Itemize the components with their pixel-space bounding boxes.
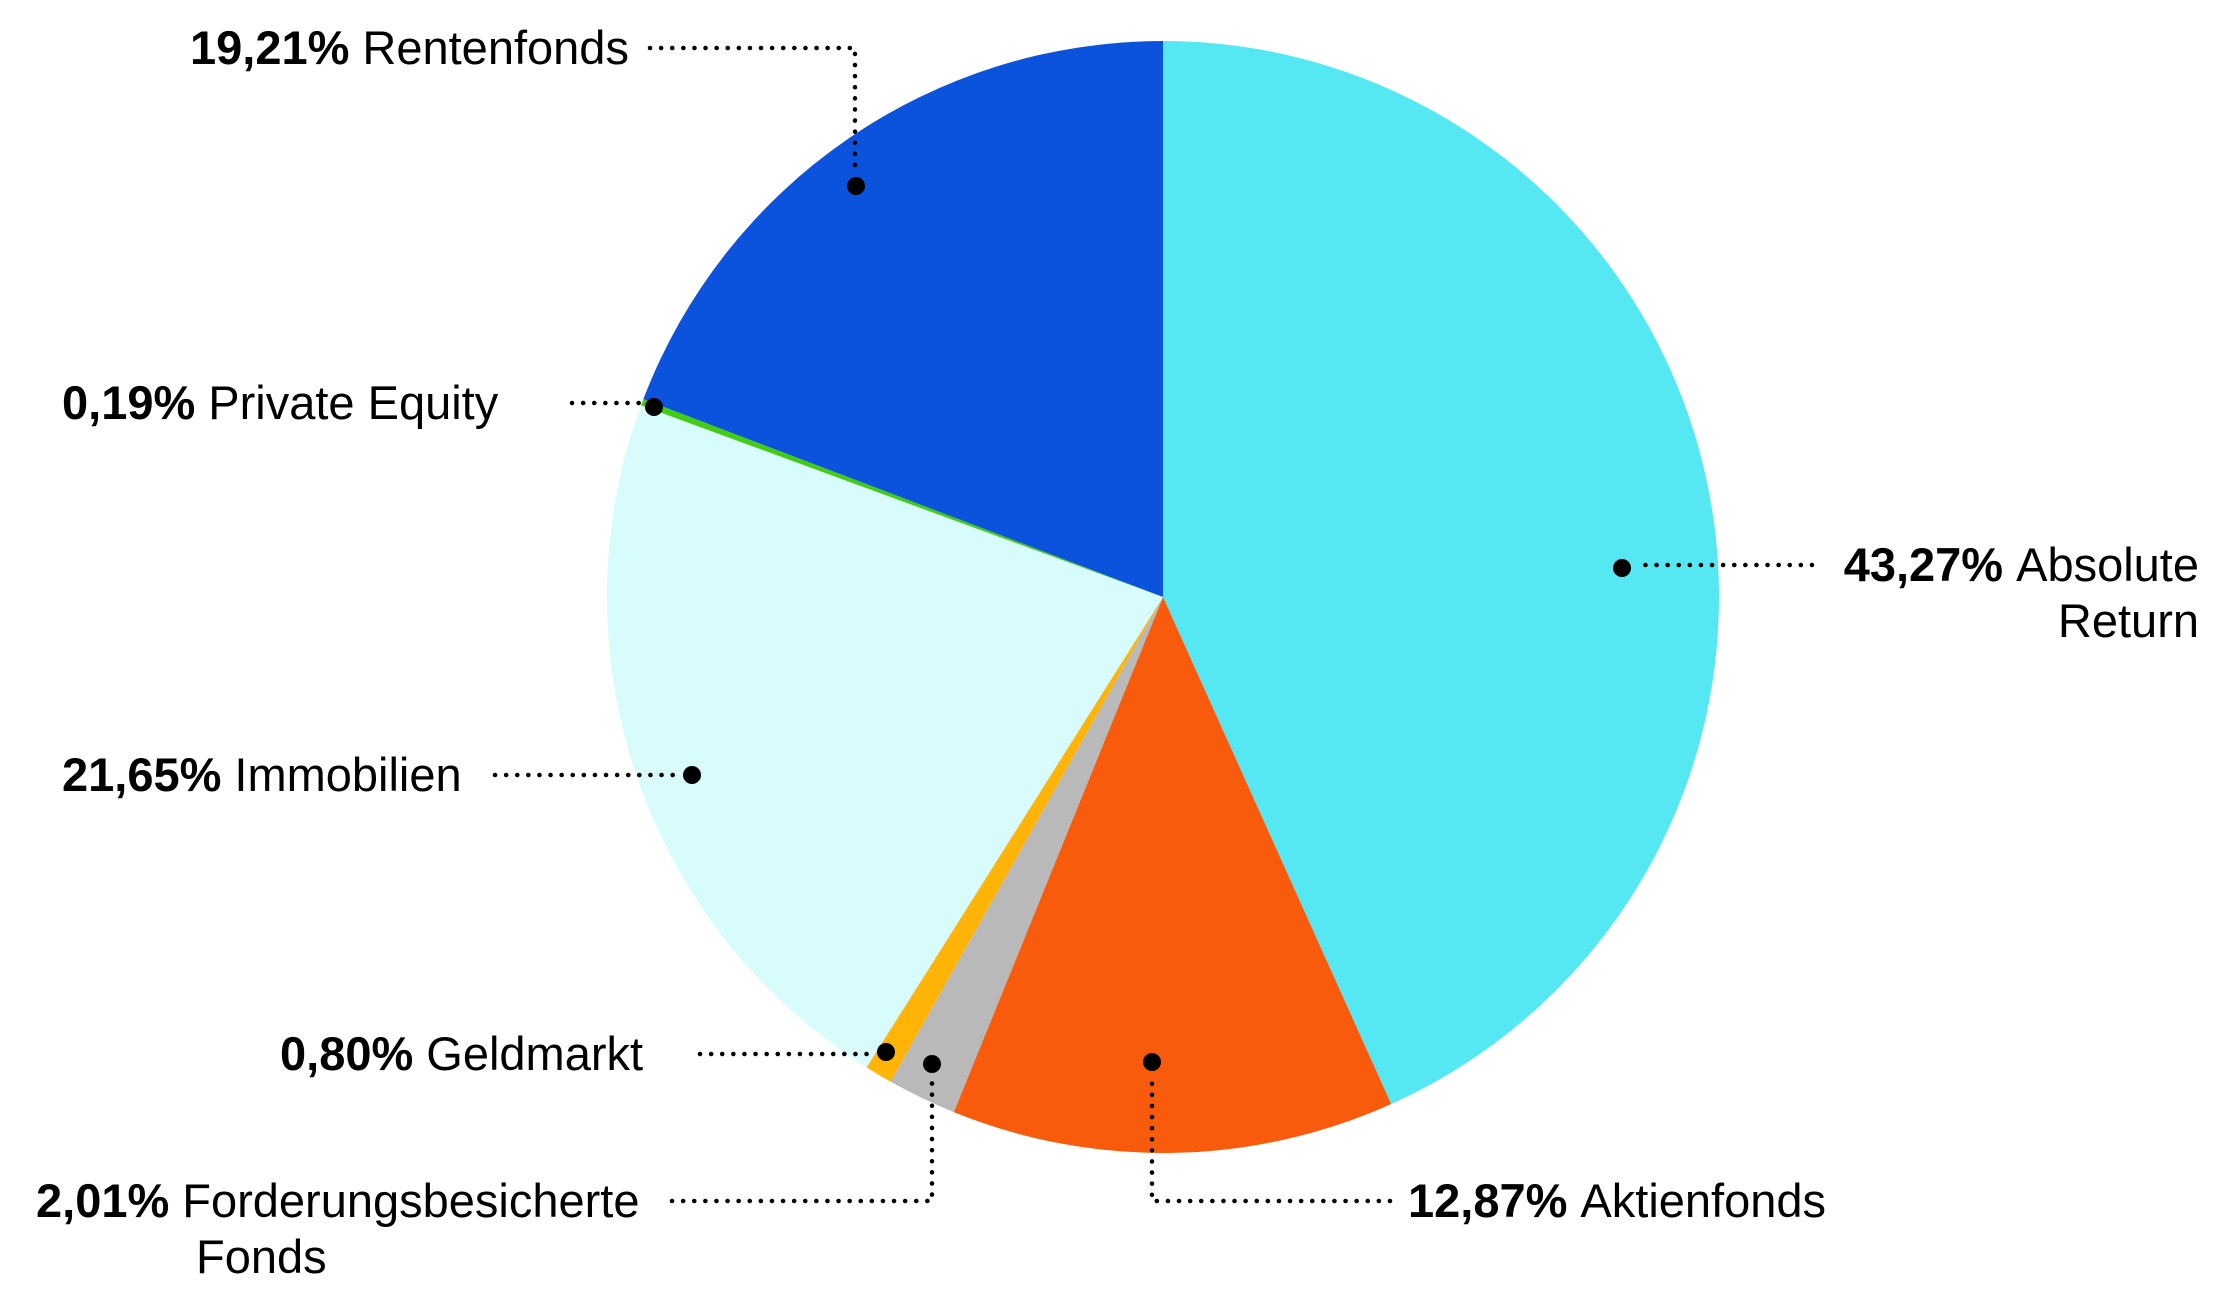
label-geldmarkt: 0,80% Geldmarkt: [280, 1026, 643, 1082]
pie-slice-immobilien: [606, 405, 1163, 1068]
leader-rentenfonds: [647, 45, 858, 171]
absolute-return-percent: 43,27%: [1843, 538, 2004, 591]
dot-immobilien: [683, 766, 701, 784]
dot-absolute-return: [1613, 559, 1631, 577]
aktienfonds-name: Aktienfonds: [1580, 1174, 1827, 1227]
leader-forderung: [669, 1079, 935, 1204]
immobilien-name: Immobilien: [234, 748, 462, 801]
rentenfonds-percent: 19,21%: [190, 21, 350, 74]
leader-aktienfonds: [1149, 1077, 1393, 1204]
absolute-return-name: Absolute Return: [2016, 538, 2199, 647]
rentenfonds-name: Rentenfonds: [362, 21, 629, 74]
dot-rentenfonds: [847, 177, 865, 195]
geldmarkt-percent: 0,80%: [280, 1027, 414, 1080]
dot-forderung: [923, 1055, 941, 1073]
pie-slice-geldmarkt: [866, 597, 1163, 1082]
private-equity-percent: 0,19%: [62, 376, 196, 429]
dot-private-equity: [645, 398, 663, 416]
forderungsbesicherte-name: Forderungsbesicherte Fonds: [182, 1174, 640, 1283]
label-private-equity: 0,19% Private Equity: [62, 375, 498, 431]
pie-slices: [606, 40, 1720, 1154]
leader-lines: [492, 45, 1815, 1204]
label-rentenfonds: 19,21% Rentenfonds: [190, 20, 629, 76]
label-forderungsbesicherte-fonds: 2,01% Forderungsbesicherte Fonds: [36, 1173, 696, 1285]
immobilien-percent: 21,65%: [62, 748, 222, 801]
label-absolute-return: 43,27% Absolute Return: [1799, 537, 2199, 649]
dot-aktienfonds: [1143, 1053, 1161, 1071]
pie-slice-absolute-return: [1163, 41, 1720, 1105]
forderungsbesicherte-percent: 2,01%: [36, 1174, 170, 1227]
private-equity-name: Private Equity: [208, 376, 499, 429]
pie-slice-private-equity: [641, 399, 1163, 597]
dot-geldmarkt: [877, 1043, 895, 1061]
label-immobilien: 21,65% Immobilien: [62, 747, 462, 803]
pie-slice-aktienfonds: [953, 597, 1392, 1154]
pie-slice-forderungsbesicherte-fonds: [890, 597, 1163, 1113]
aktienfonds-percent: 12,87%: [1408, 1174, 1568, 1227]
pie-slice-rentenfonds: [643, 40, 1163, 597]
label-aktienfonds: 12,87% Aktienfonds: [1408, 1173, 1826, 1229]
geldmarkt-name: Geldmarkt: [426, 1027, 644, 1080]
